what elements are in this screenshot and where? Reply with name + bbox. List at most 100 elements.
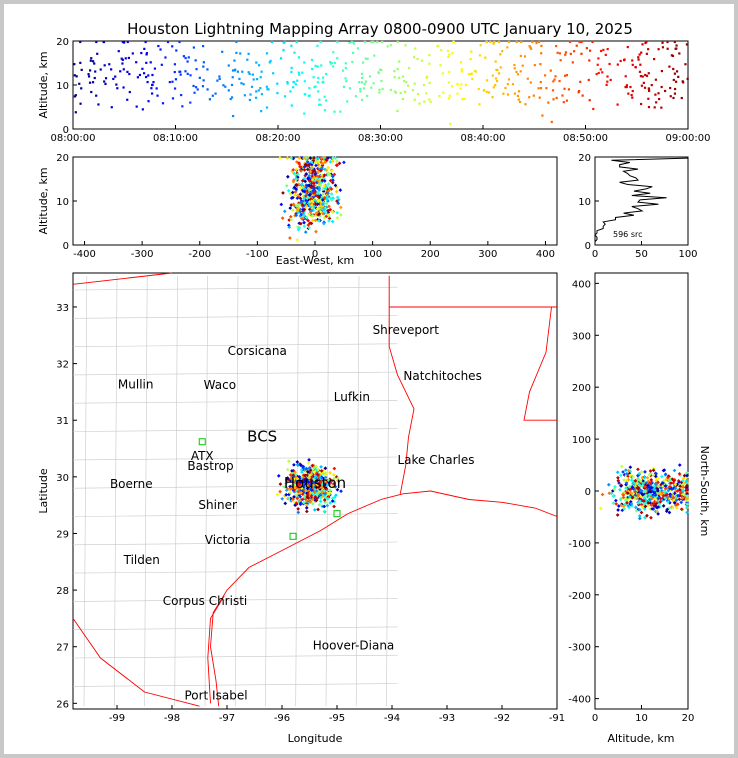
source-point [647, 473, 652, 477]
source-point [298, 221, 303, 226]
source-point [186, 72, 189, 75]
source-point [296, 79, 299, 82]
source-point [667, 510, 672, 515]
source-point [320, 178, 325, 183]
source-point [218, 75, 221, 78]
time-altitude-x-tick-label: 08:50:00 [563, 133, 608, 144]
source-point [547, 101, 550, 104]
source-point [282, 209, 287, 214]
source-point [329, 60, 332, 64]
source-point [208, 98, 212, 101]
source-point [485, 90, 488, 93]
source-point [447, 97, 451, 100]
source-point [647, 97, 650, 100]
source-point [257, 89, 260, 92]
source-point [306, 480, 311, 484]
source-point [587, 78, 590, 82]
ns-y-tick-label: -100 [568, 539, 591, 550]
source-point [613, 484, 617, 489]
source-point [126, 40, 129, 44]
source-point [565, 99, 568, 102]
source-point [294, 167, 299, 172]
source-point [136, 76, 139, 79]
state-border [72, 272, 173, 285]
source-point [309, 487, 313, 492]
figure-canvas: Houston Lightning Mapping Array 0800-090… [4, 4, 734, 754]
source-point [145, 53, 148, 56]
source-point [378, 88, 381, 91]
source-point [439, 64, 442, 67]
source-point [663, 484, 668, 488]
city-label: Corsicana [228, 344, 287, 358]
source-point [459, 87, 462, 90]
source-point [606, 482, 611, 487]
source-point [314, 64, 317, 67]
source-point [577, 91, 580, 94]
eastwest-x-tick-label: -300 [131, 249, 154, 260]
source-point [294, 476, 299, 480]
source-point [654, 501, 659, 506]
source-point [651, 468, 656, 473]
source-point [127, 56, 130, 60]
source-point [266, 88, 269, 91]
source-point [652, 484, 657, 489]
source-point [299, 165, 303, 169]
city-label: Tilden [123, 553, 160, 567]
source-point [308, 500, 313, 504]
source-point [278, 489, 282, 494]
source-point [184, 56, 187, 60]
source-point [389, 44, 392, 47]
source-point [267, 88, 270, 91]
source-point [642, 81, 645, 84]
source-point [598, 506, 603, 511]
county-border [386, 275, 390, 707]
source-point [79, 61, 82, 64]
source-point [656, 476, 660, 481]
source-point [494, 60, 497, 63]
source-point [588, 59, 591, 62]
source-point [552, 98, 555, 101]
source-point [141, 67, 144, 70]
source-point [322, 173, 327, 177]
source-point [524, 103, 527, 106]
source-point [332, 473, 336, 477]
source-point [309, 475, 314, 480]
source-point [260, 93, 264, 96]
source-point [567, 88, 571, 91]
source-point [677, 497, 682, 502]
source-point [616, 508, 620, 512]
source-point [276, 82, 279, 85]
source-point [97, 103, 100, 106]
source-point [631, 475, 636, 479]
source-point [145, 52, 149, 55]
source-point [381, 87, 384, 91]
source-point [351, 60, 354, 64]
source-point [519, 70, 522, 73]
county-border [72, 456, 398, 461]
source-point [297, 206, 301, 210]
time-altitude-x-tick-label: 08:00:00 [51, 133, 96, 144]
source-point [144, 75, 148, 79]
source-point [311, 185, 316, 190]
source-point [474, 70, 478, 73]
source-point [289, 217, 294, 222]
source-point [146, 80, 149, 84]
source-point [628, 473, 633, 478]
source-point [413, 56, 416, 59]
map-x-tick-label: -99 [109, 713, 125, 724]
source-point [428, 81, 431, 84]
source-point [174, 78, 178, 81]
source-point [625, 478, 629, 483]
source-point [282, 484, 287, 489]
source-point [467, 73, 470, 76]
source-point [507, 78, 511, 81]
eastwest-x-tick-label: 400 [536, 249, 555, 260]
source-point [685, 494, 689, 498]
source-point [265, 106, 269, 109]
source-point [206, 68, 209, 71]
source-point [529, 47, 533, 50]
map-y-tick-label: 27 [56, 643, 69, 654]
source-point [151, 73, 154, 77]
source-point [119, 70, 122, 73]
source-point [333, 110, 336, 113]
